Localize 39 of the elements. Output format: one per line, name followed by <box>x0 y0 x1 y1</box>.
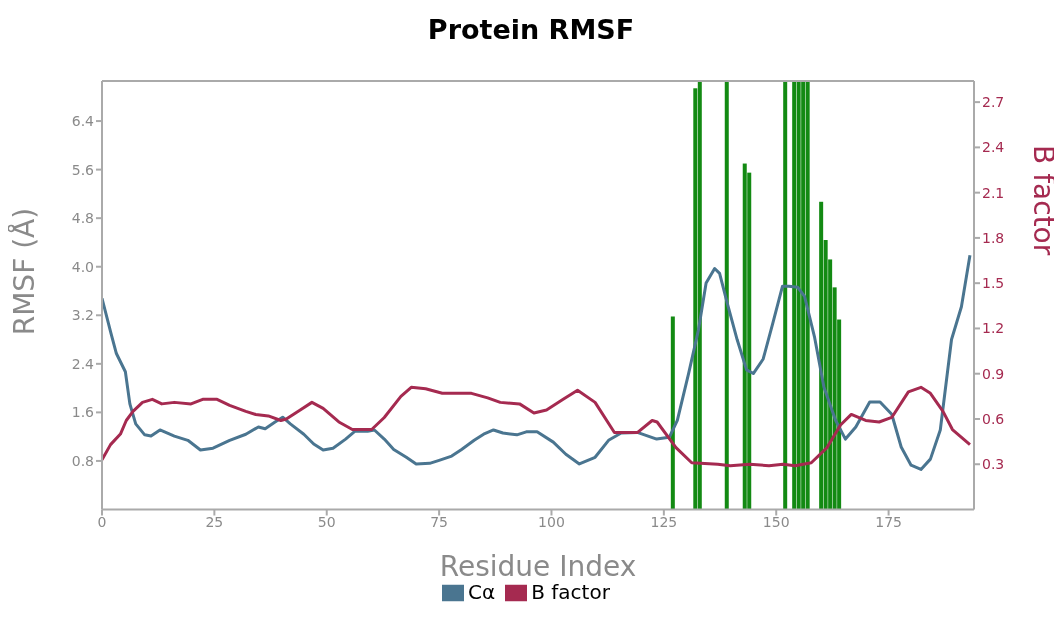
y-tick-label: 4.0 <box>71 258 94 275</box>
y-tick-label: 3.2 <box>71 307 94 324</box>
y-tick-label: 2.4 <box>71 355 95 372</box>
x-tick-label: 125 <box>650 514 678 531</box>
y2-tick-label: 0.6 <box>982 410 1005 427</box>
line-series <box>102 385 972 468</box>
y2-tick-label: 2.4 <box>982 139 1005 156</box>
x-tick-label: 25 <box>205 514 224 531</box>
bar <box>783 81 788 510</box>
y2-tick-label: 0.3 <box>982 456 1005 473</box>
x-tick-label: 75 <box>430 514 449 531</box>
bar <box>670 316 675 510</box>
y-tick-label: 1.6 <box>71 404 95 421</box>
x-tick-label: 150 <box>762 514 790 531</box>
x-tick-label: 175 <box>875 514 902 531</box>
bar <box>697 81 702 510</box>
y-tick-label: 6.4 <box>71 113 95 130</box>
x-tick-label: 50 <box>317 514 336 531</box>
y2-tick-label: 1.5 <box>982 275 1005 292</box>
y2-tick-label: 2.7 <box>982 94 1005 111</box>
bar <box>724 81 729 510</box>
x-tick-label: 100 <box>538 514 565 531</box>
y-tick-label: 4.8 <box>71 210 94 227</box>
y-axis-title: RMSF (Å) <box>6 207 41 336</box>
y2-tick-label: 2.1 <box>982 184 1005 201</box>
y2-tick-label: 1.2 <box>982 320 1005 337</box>
chart-title: Protein RMSF <box>426 13 636 47</box>
y2-tick-label: 1.8 <box>982 229 1005 246</box>
bar <box>792 81 797 510</box>
y-tick-label: 5.6 <box>71 161 95 178</box>
y2-tick-label: 0.9 <box>982 365 1005 382</box>
x-tick-label: 0 <box>97 514 107 531</box>
y-tick-label: 0.8 <box>71 452 94 469</box>
bar <box>819 201 824 510</box>
line-series <box>102 253 972 471</box>
bar <box>805 81 810 510</box>
bar <box>742 163 747 510</box>
bar <box>801 81 806 510</box>
bar <box>796 81 801 510</box>
